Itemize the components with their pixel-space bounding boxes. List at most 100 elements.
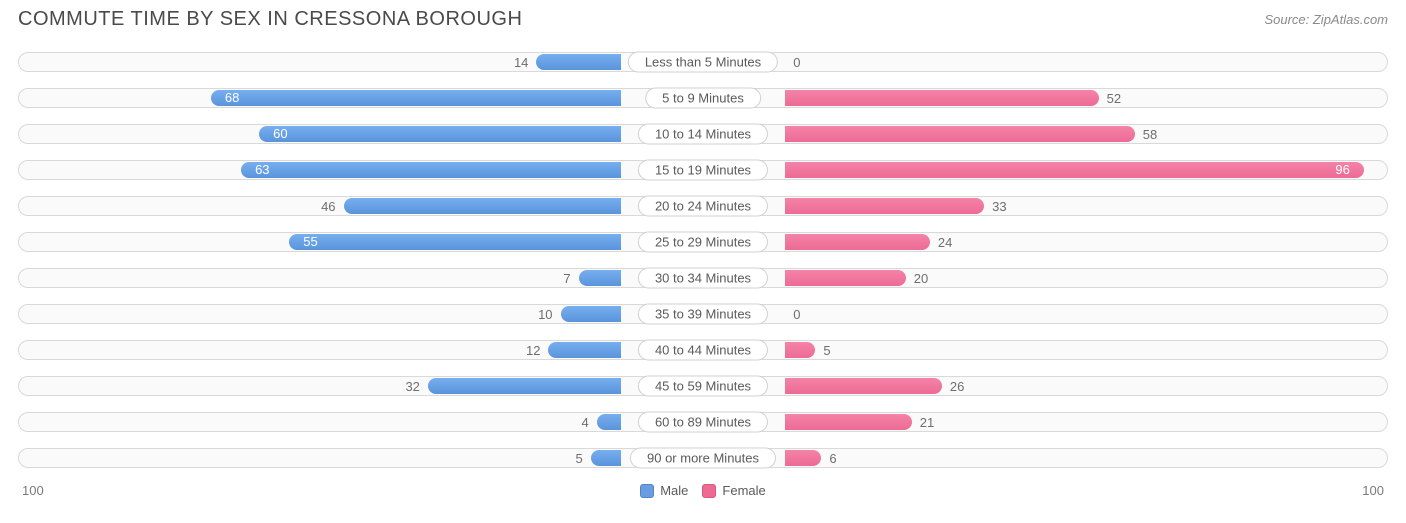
male-value: 12 bbox=[518, 343, 548, 358]
legend-female-label: Female bbox=[722, 483, 765, 498]
female-bar bbox=[785, 450, 821, 466]
male-value: 10 bbox=[530, 307, 560, 322]
axis-right-max: 100 bbox=[1362, 483, 1384, 498]
row-category-label: 90 or more Minutes bbox=[630, 448, 776, 469]
female-side: 58 bbox=[703, 117, 1388, 151]
row-category-label: 25 to 29 Minutes bbox=[638, 232, 768, 253]
bar-row: 63 96 15 to 19 Minutes bbox=[18, 153, 1388, 187]
male-bar bbox=[591, 450, 621, 466]
male-side: 63 bbox=[18, 153, 703, 187]
legend-male: Male bbox=[640, 483, 688, 498]
female-side: 52 bbox=[703, 81, 1388, 115]
male-bar bbox=[344, 198, 621, 214]
male-side: 32 bbox=[18, 369, 703, 403]
female-bar bbox=[785, 198, 984, 214]
chart-header: COMMUTE TIME BY SEX IN CRESSONA BOROUGH … bbox=[0, 0, 1406, 35]
male-side: 4 bbox=[18, 405, 703, 439]
female-value: 5 bbox=[815, 343, 838, 358]
male-side: 46 bbox=[18, 189, 703, 223]
female-bar bbox=[785, 378, 942, 394]
chart-legend: Male Female bbox=[640, 483, 766, 498]
bar-row: 55 2425 to 29 Minutes bbox=[18, 225, 1388, 259]
female-side: 5 bbox=[703, 333, 1388, 367]
male-bar bbox=[536, 54, 620, 70]
row-category-label: 40 to 44 Minutes bbox=[638, 340, 768, 361]
bar-row: 42160 to 89 Minutes bbox=[18, 405, 1388, 439]
swatch-male-icon bbox=[640, 484, 654, 498]
female-value: 26 bbox=[942, 379, 972, 394]
male-value: 7 bbox=[555, 271, 578, 286]
male-value: 63 bbox=[247, 162, 277, 178]
female-bar bbox=[785, 234, 930, 250]
female-side: 6 bbox=[703, 441, 1388, 475]
legend-female: Female bbox=[702, 483, 765, 498]
bar-row: 32 26 45 to 59 Minutes bbox=[18, 369, 1388, 403]
female-side: 0 bbox=[703, 297, 1388, 331]
bar-row: 5 6 90 or more Minutes bbox=[18, 441, 1388, 475]
male-bar bbox=[561, 306, 621, 322]
male-side: 5 bbox=[18, 441, 703, 475]
female-value: 0 bbox=[785, 307, 808, 322]
female-bar: 96 bbox=[785, 162, 1364, 178]
male-value: 5 bbox=[567, 451, 590, 466]
row-category-label: Less than 5 Minutes bbox=[628, 52, 778, 73]
row-category-label: 35 to 39 Minutes bbox=[638, 304, 768, 325]
bar-row: 46 33 20 to 24 Minutes bbox=[18, 189, 1388, 223]
male-value: 14 bbox=[506, 55, 536, 70]
female-value: 21 bbox=[912, 415, 942, 430]
female-side: 33 bbox=[703, 189, 1388, 223]
chart-footer: 100 Male Female 100 bbox=[0, 477, 1406, 498]
chart-container: COMMUTE TIME BY SEX IN CRESSONA BOROUGH … bbox=[0, 0, 1406, 523]
female-bar bbox=[785, 126, 1135, 142]
female-side: 21 bbox=[703, 405, 1388, 439]
male-bar bbox=[428, 378, 621, 394]
male-value: 60 bbox=[265, 126, 295, 142]
bar-row: 605810 to 14 Minutes bbox=[18, 117, 1388, 151]
male-bar: 63 bbox=[241, 162, 621, 178]
female-value: 20 bbox=[906, 271, 936, 286]
bar-row: 10 0 35 to 39 Minutes bbox=[18, 297, 1388, 331]
male-value: 32 bbox=[397, 379, 427, 394]
row-category-label: 15 to 19 Minutes bbox=[638, 160, 768, 181]
male-side: 68 bbox=[18, 81, 703, 115]
male-value: 46 bbox=[313, 199, 343, 214]
chart-title: COMMUTE TIME BY SEX IN CRESSONA BOROUGH bbox=[18, 8, 522, 31]
row-category-label: 20 to 24 Minutes bbox=[638, 196, 768, 217]
male-side: 12 bbox=[18, 333, 703, 367]
female-side: 96 bbox=[703, 153, 1388, 187]
female-side: 0 bbox=[703, 45, 1388, 79]
female-side: 24 bbox=[703, 225, 1388, 259]
male-bar bbox=[579, 270, 621, 286]
male-bar: 60 bbox=[259, 126, 621, 142]
female-bar bbox=[785, 414, 912, 430]
row-category-label: 30 to 34 Minutes bbox=[638, 268, 768, 289]
male-side: 55 bbox=[18, 225, 703, 259]
male-value: 55 bbox=[295, 234, 325, 250]
bar-row: 14 0 Less than 5 Minutes bbox=[18, 45, 1388, 79]
female-value: 96 bbox=[1327, 162, 1357, 178]
female-side: 20 bbox=[703, 261, 1388, 295]
female-bar bbox=[785, 342, 815, 358]
chart-body: 14 0 Less than 5 Minutes 68 52 5 to 9 Minutes… bbox=[0, 35, 1406, 475]
female-side: 26 bbox=[703, 369, 1388, 403]
row-category-label: 5 to 9 Minutes bbox=[645, 88, 761, 109]
male-value: 4 bbox=[573, 415, 596, 430]
male-bar: 55 bbox=[289, 234, 621, 250]
chart-source: Source: ZipAtlas.com bbox=[1264, 8, 1388, 27]
bar-row: 7 20 30 to 34 Minutes bbox=[18, 261, 1388, 295]
male-bar: 68 bbox=[211, 90, 621, 106]
row-category-label: 45 to 59 Minutes bbox=[638, 376, 768, 397]
female-bar bbox=[785, 270, 906, 286]
male-side: 10 bbox=[18, 297, 703, 331]
male-bar bbox=[597, 414, 621, 430]
male-bar bbox=[548, 342, 620, 358]
female-value: 6 bbox=[821, 451, 844, 466]
swatch-female-icon bbox=[702, 484, 716, 498]
female-value: 0 bbox=[785, 55, 808, 70]
female-value: 52 bbox=[1099, 91, 1129, 106]
bar-row: 68 52 5 to 9 Minutes bbox=[18, 81, 1388, 115]
male-side: 60 bbox=[18, 117, 703, 151]
female-bar bbox=[785, 90, 1098, 106]
bar-row: 12 5 40 to 44 Minutes bbox=[18, 333, 1388, 367]
female-value: 33 bbox=[984, 199, 1014, 214]
